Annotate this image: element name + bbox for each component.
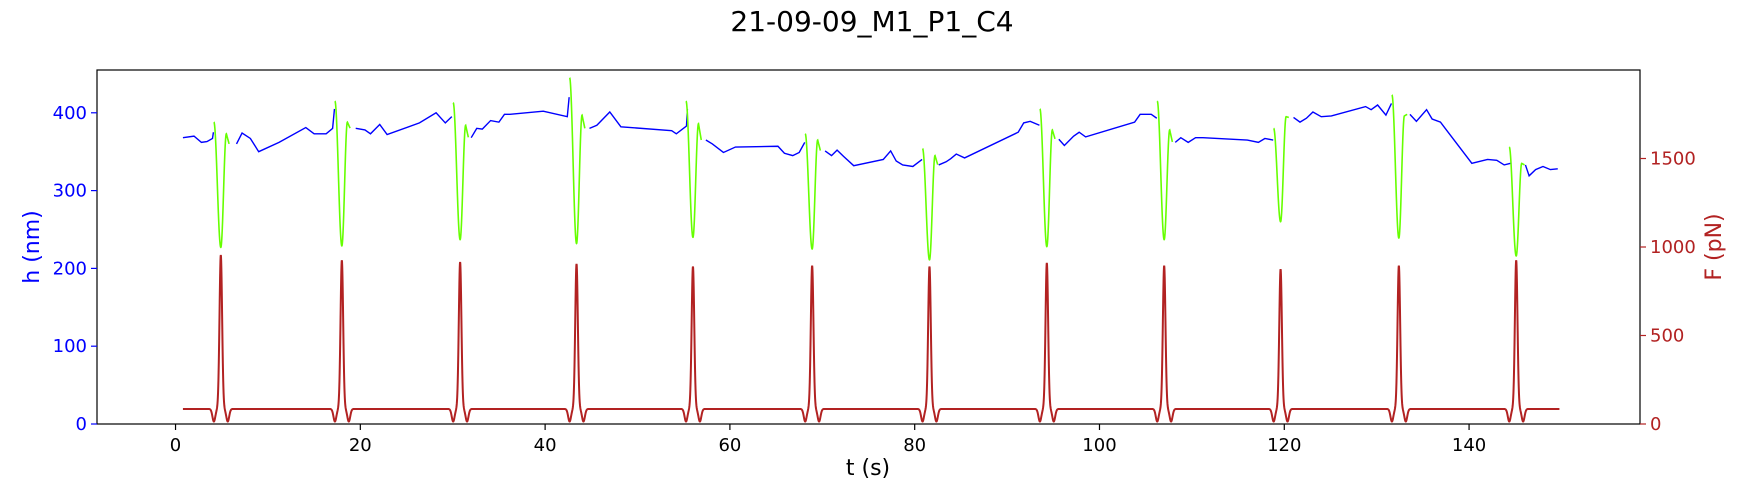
x-tick-label: 120 xyxy=(1267,435,1301,456)
y-right-tick-label: 1000 xyxy=(1650,237,1696,258)
height-series-segment xyxy=(1174,136,1274,144)
series-layer xyxy=(182,77,1560,423)
y-axis-right: 0 500 1000 1500 xyxy=(1640,149,1696,435)
x-axis-label: t (s) xyxy=(846,456,890,481)
y-right-tick-label: 0 xyxy=(1650,414,1661,435)
x-axis: 0 20 40 60 80 100 120 140 xyxy=(170,424,1486,456)
height-series-segment xyxy=(589,108,689,135)
pulse-oscillation-line xyxy=(1156,100,1174,241)
pulse-oscillation-line xyxy=(568,77,586,245)
x-tick-label: 0 xyxy=(170,435,181,456)
x-tick-label: 100 xyxy=(1082,435,1116,456)
pulse-oscillation-line xyxy=(1508,146,1525,257)
pulse-oscillation-line xyxy=(213,121,230,249)
x-tick-label: 20 xyxy=(349,435,372,456)
plot-area xyxy=(182,77,1560,423)
y-right-tick-label: 1500 xyxy=(1650,149,1696,170)
height-series-segment xyxy=(1058,113,1158,147)
pulse-oscillation-line xyxy=(1273,115,1289,223)
y-left-tick-label: 100 xyxy=(53,336,87,357)
x-tick-label: 140 xyxy=(1452,435,1486,456)
x-tick-label: 40 xyxy=(534,435,557,456)
force-series-line xyxy=(182,254,1560,423)
y-left-tick-label: 300 xyxy=(53,181,87,202)
pulse-oscillation-line xyxy=(1391,94,1408,240)
y-axis-left-label: h (nm) xyxy=(20,210,45,283)
pulse-oscillation-line xyxy=(921,147,939,261)
height-series-segment xyxy=(235,108,336,153)
y-left-tick-label: 400 xyxy=(53,103,87,124)
height-series-segment xyxy=(1524,164,1558,178)
height-series-segment xyxy=(470,97,570,139)
y-left-tick-label: 200 xyxy=(53,258,87,279)
pulse-oscillation-line xyxy=(804,133,822,250)
pulse-oscillation-line xyxy=(452,101,470,241)
chart-title: 21-09-09_M1_P1_C4 xyxy=(730,5,1013,38)
height-series-segment xyxy=(1293,103,1393,123)
pulse-oscillation-line xyxy=(334,100,351,247)
height-series-segment xyxy=(182,132,215,144)
y-right-tick-label: 500 xyxy=(1650,326,1684,347)
y-axis-right-label: F (pN) xyxy=(1702,213,1727,280)
y-left-tick-label: 0 xyxy=(76,414,87,435)
height-series-segment xyxy=(824,149,923,168)
height-series-segment xyxy=(1409,108,1511,166)
height-series-segment xyxy=(938,120,1040,166)
x-tick-label: 60 xyxy=(718,435,741,456)
y-axis-left: 0 100 200 300 400 xyxy=(53,103,97,435)
height-series-segment xyxy=(705,139,806,157)
x-tick-label: 80 xyxy=(903,435,926,456)
pulse-oscillation-line xyxy=(685,100,703,239)
height-series-segment xyxy=(355,111,453,136)
pulse-oscillation-line xyxy=(1039,108,1056,248)
